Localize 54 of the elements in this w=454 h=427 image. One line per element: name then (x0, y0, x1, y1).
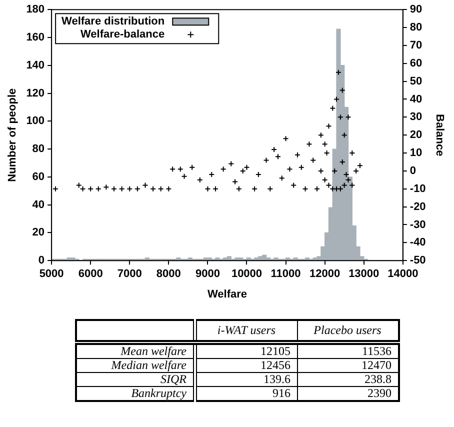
y2-axis-title: Balance (433, 114, 446, 156)
y2-tick-label: -20 (410, 200, 426, 213)
data-label: 139.6 (194, 372, 297, 386)
data-label: 12105 (194, 342, 297, 358)
y2-tick-label: 60 (410, 57, 422, 70)
data-label: 238.8 (297, 372, 398, 386)
x-tick-label: 10000 (231, 268, 262, 280)
x-tick-label: 5000 (39, 268, 64, 280)
category-label: Median welfare (76, 358, 194, 372)
y2-tick-label: -50 (410, 254, 426, 267)
y2-tick-label: -40 (410, 236, 426, 249)
y-tick-label: 40 (32, 198, 45, 211)
data-label: 12456 (194, 358, 297, 372)
y-tick-label: 140 (26, 59, 45, 72)
legend-label: Welfare distribution (62, 16, 165, 28)
x-tick-label: 13000 (348, 268, 380, 280)
y-tick-label: 20 (32, 226, 45, 239)
y-axis-title: Number of people (6, 88, 19, 182)
category-label: Bankruptcy (76, 386, 194, 401)
x-axis-title: Welfare (207, 288, 247, 300)
data-label: 12470 (297, 358, 398, 372)
x-tick-label: 12000 (310, 268, 340, 280)
x-tick-label: 6000 (78, 268, 103, 280)
y2-tick-label: 50 (410, 75, 422, 88)
y-tick-label: 160 (26, 32, 45, 44)
data-label: 11536 (297, 342, 398, 358)
y-tick-label: 60 (32, 170, 45, 183)
y2-tick-label: 0 (410, 164, 416, 177)
x-tick-label: 9000 (195, 268, 220, 280)
category-label: Mean welfare (76, 342, 194, 358)
y-tick-label: 100 (26, 115, 45, 128)
y-tick-label: 120 (26, 87, 45, 100)
y-tick-label: 180 (26, 4, 45, 16)
x-tick-label: 7000 (117, 268, 142, 280)
category-label: SIQR (76, 372, 194, 386)
y2-tick-label: 10 (410, 147, 422, 160)
text: i-WAT users (194, 320, 297, 342)
y2-tick-label: -30 (410, 218, 426, 231)
x-tick-label: 11000 (270, 268, 301, 280)
text: Placebo users (297, 320, 398, 342)
y2-tick-label: -10 (410, 182, 426, 195)
y2-tick-label: 70 (410, 39, 422, 52)
y-tick-label: 80 (32, 143, 45, 156)
y2-tick-label: 90 (410, 4, 422, 16)
data-label: 916 (194, 386, 297, 401)
y-tick-label: 0 (38, 254, 45, 267)
y2-tick-label: 80 (410, 22, 422, 34)
x-tick-label: 14000 (388, 268, 418, 280)
x-tick-label: 8000 (156, 268, 181, 280)
y2-tick-label: 20 (410, 129, 422, 142)
data-label: 2390 (297, 386, 398, 401)
y2-tick-label: 40 (410, 93, 422, 106)
legend-label: Welfare-balance (80, 28, 165, 41)
y2-tick-label: 30 (410, 111, 422, 124)
